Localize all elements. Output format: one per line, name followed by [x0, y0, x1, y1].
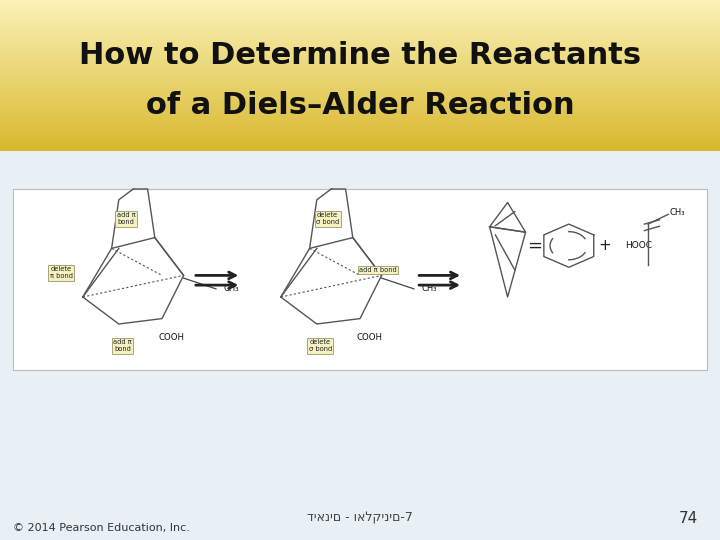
FancyBboxPatch shape [0, 148, 720, 150]
FancyBboxPatch shape [0, 118, 720, 120]
FancyBboxPatch shape [0, 26, 720, 28]
FancyBboxPatch shape [0, 75, 720, 76]
FancyBboxPatch shape [0, 80, 720, 82]
FancyBboxPatch shape [0, 146, 720, 147]
FancyBboxPatch shape [13, 189, 707, 370]
FancyBboxPatch shape [0, 141, 720, 143]
FancyBboxPatch shape [0, 133, 720, 135]
Text: CH₃: CH₃ [223, 285, 239, 293]
FancyBboxPatch shape [0, 23, 720, 24]
FancyBboxPatch shape [0, 14, 720, 15]
FancyBboxPatch shape [0, 54, 720, 56]
FancyBboxPatch shape [0, 22, 720, 23]
FancyBboxPatch shape [0, 48, 720, 49]
FancyBboxPatch shape [0, 78, 720, 79]
FancyBboxPatch shape [0, 79, 720, 80]
FancyBboxPatch shape [0, 0, 720, 1]
FancyBboxPatch shape [0, 84, 720, 86]
FancyBboxPatch shape [0, 126, 720, 127]
FancyBboxPatch shape [0, 113, 720, 114]
FancyBboxPatch shape [0, 102, 720, 103]
FancyBboxPatch shape [0, 127, 720, 129]
FancyBboxPatch shape [0, 33, 720, 34]
FancyBboxPatch shape [0, 96, 720, 97]
FancyBboxPatch shape [0, 52, 720, 53]
Text: delete
π bond: delete π bond [50, 266, 73, 279]
Text: דיאנים - ואלקינים-7: דיאנים - ואלקינים-7 [307, 512, 413, 525]
FancyBboxPatch shape [0, 24, 720, 25]
FancyBboxPatch shape [0, 46, 720, 48]
FancyBboxPatch shape [0, 129, 720, 130]
Text: HOOC: HOOC [625, 241, 652, 250]
FancyBboxPatch shape [0, 37, 720, 38]
FancyBboxPatch shape [0, 3, 720, 4]
FancyBboxPatch shape [0, 82, 720, 83]
FancyBboxPatch shape [0, 107, 720, 109]
FancyBboxPatch shape [0, 64, 720, 65]
FancyBboxPatch shape [0, 88, 720, 90]
FancyBboxPatch shape [0, 124, 720, 125]
FancyBboxPatch shape [0, 4, 720, 5]
FancyBboxPatch shape [0, 6, 720, 8]
FancyBboxPatch shape [0, 31, 720, 33]
FancyBboxPatch shape [0, 87, 720, 88]
FancyBboxPatch shape [0, 19, 720, 20]
FancyBboxPatch shape [0, 120, 720, 121]
FancyBboxPatch shape [0, 35, 720, 37]
FancyBboxPatch shape [0, 40, 720, 42]
FancyBboxPatch shape [0, 83, 720, 84]
FancyBboxPatch shape [0, 77, 720, 78]
FancyBboxPatch shape [0, 97, 720, 98]
FancyBboxPatch shape [0, 67, 720, 68]
FancyBboxPatch shape [0, 145, 720, 146]
FancyBboxPatch shape [0, 112, 720, 113]
FancyBboxPatch shape [0, 111, 720, 112]
Text: CH₃: CH₃ [421, 285, 437, 293]
FancyBboxPatch shape [0, 121, 720, 122]
FancyBboxPatch shape [0, 109, 720, 110]
FancyBboxPatch shape [0, 99, 720, 101]
FancyBboxPatch shape [0, 105, 720, 106]
FancyBboxPatch shape [0, 76, 720, 77]
FancyBboxPatch shape [0, 86, 720, 87]
FancyBboxPatch shape [0, 73, 720, 75]
FancyBboxPatch shape [0, 132, 720, 133]
FancyBboxPatch shape [0, 103, 720, 105]
Text: COOH: COOH [356, 333, 382, 342]
Text: of a Diels–Alder Reaction: of a Diels–Alder Reaction [145, 91, 575, 120]
FancyBboxPatch shape [0, 9, 720, 10]
FancyBboxPatch shape [0, 12, 720, 14]
FancyBboxPatch shape [0, 91, 720, 92]
FancyBboxPatch shape [0, 90, 720, 91]
FancyBboxPatch shape [0, 58, 720, 59]
Text: COOH: COOH [158, 333, 184, 342]
FancyBboxPatch shape [0, 45, 720, 46]
Text: add π
bond: add π bond [113, 339, 132, 352]
FancyBboxPatch shape [0, 18, 720, 19]
FancyBboxPatch shape [0, 114, 720, 116]
FancyBboxPatch shape [0, 150, 720, 151]
FancyBboxPatch shape [0, 139, 720, 140]
Text: add π
bond: add π bond [117, 212, 135, 225]
FancyBboxPatch shape [0, 42, 720, 43]
FancyBboxPatch shape [0, 44, 720, 45]
FancyBboxPatch shape [0, 122, 720, 124]
FancyBboxPatch shape [0, 10, 720, 11]
FancyBboxPatch shape [0, 137, 720, 139]
FancyBboxPatch shape [0, 140, 720, 141]
FancyBboxPatch shape [0, 57, 720, 58]
FancyBboxPatch shape [0, 53, 720, 54]
FancyBboxPatch shape [0, 110, 720, 111]
FancyBboxPatch shape [0, 50, 720, 52]
FancyBboxPatch shape [0, 15, 720, 16]
FancyBboxPatch shape [0, 65, 720, 67]
Text: How to Determine the Reactants: How to Determine the Reactants [79, 40, 641, 70]
FancyBboxPatch shape [0, 28, 720, 29]
Text: © 2014 Pearson Education, Inc.: © 2014 Pearson Education, Inc. [13, 523, 190, 533]
FancyBboxPatch shape [0, 147, 720, 149]
FancyBboxPatch shape [0, 143, 720, 144]
FancyBboxPatch shape [0, 60, 720, 62]
FancyBboxPatch shape [0, 20, 720, 22]
FancyBboxPatch shape [0, 130, 720, 131]
